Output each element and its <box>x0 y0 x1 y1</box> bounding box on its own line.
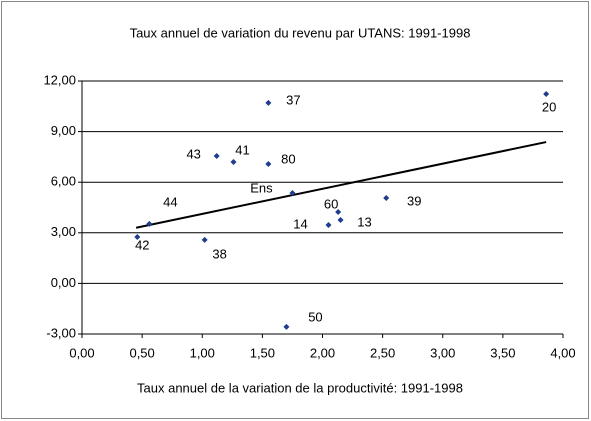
point-label: 37 <box>286 92 300 107</box>
point-label: 50 <box>308 309 322 324</box>
point <box>134 234 141 241</box>
point <box>265 160 272 167</box>
x-axis-label: Taux annuel de la variation de la produc… <box>137 380 463 395</box>
y-tick-label: -3,00 <box>46 325 76 340</box>
y-tick-label: 6,00 <box>51 174 76 189</box>
point-label: Ens <box>250 180 273 195</box>
point <box>213 153 220 160</box>
point <box>289 189 296 196</box>
point <box>325 222 332 229</box>
y-tick-label: 3,00 <box>51 224 76 239</box>
x-tick-label: 2,50 <box>370 345 395 360</box>
point-label: 41 <box>235 142 249 157</box>
x-tick-label: 0,00 <box>69 345 94 360</box>
y-tick-label: 0,00 <box>51 275 76 290</box>
point <box>283 323 290 330</box>
x-tick-label: 1,00 <box>190 345 215 360</box>
point <box>337 216 344 223</box>
point <box>265 99 272 106</box>
x-tick-label: 3,50 <box>490 345 515 360</box>
point <box>543 90 550 97</box>
x-tick-label: 4,00 <box>550 345 575 360</box>
point-label: 80 <box>281 151 295 166</box>
point-label: 20 <box>542 99 556 114</box>
y-tick-label: 9,00 <box>51 123 76 138</box>
point <box>146 220 153 227</box>
point <box>201 236 208 243</box>
point-label: 44 <box>163 194 177 209</box>
point-label: 60 <box>324 196 338 211</box>
point-label: 39 <box>407 193 421 208</box>
y-tick-label: 12,00 <box>43 72 76 87</box>
point-label: 13 <box>357 214 371 229</box>
trend-line <box>135 141 547 229</box>
x-tick-label: 3,00 <box>430 345 455 360</box>
chart-title: Taux annuel de variation du revenu par U… <box>130 25 471 40</box>
point <box>230 158 237 165</box>
point-label: 43 <box>186 146 200 161</box>
point-label: 14 <box>293 216 307 231</box>
point <box>383 195 390 202</box>
x-tick-label: 0,50 <box>129 345 154 360</box>
x-tick-label: 2,00 <box>310 345 335 360</box>
x-tick-label: 1,50 <box>250 345 275 360</box>
point-label: 38 <box>212 246 226 261</box>
point <box>335 209 342 216</box>
point-label: 42 <box>135 237 149 252</box>
